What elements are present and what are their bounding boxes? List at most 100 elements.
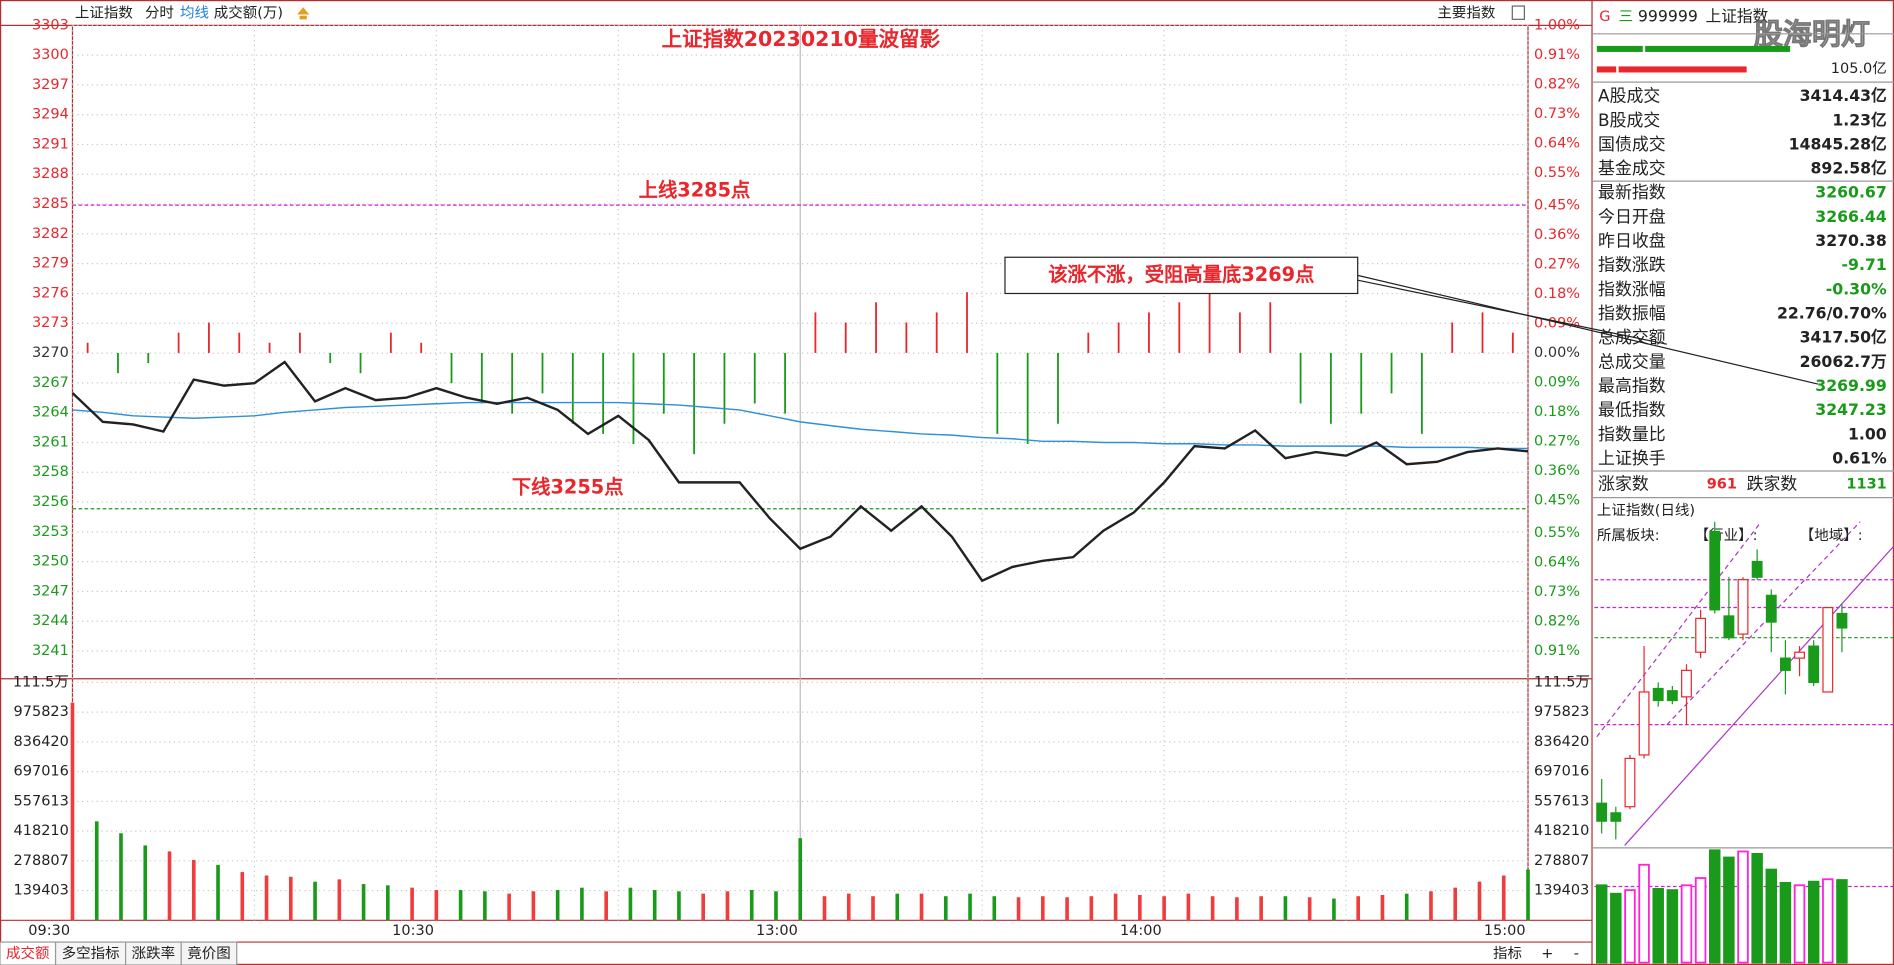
annotation: 下线3255点 <box>512 475 624 498</box>
volume-bar <box>483 891 487 921</box>
volume-bar <box>361 884 366 921</box>
volume-bar <box>1186 893 1191 921</box>
panel-value: 1.00 <box>1848 424 1887 443</box>
toolbar-button[interactable] <box>1511 5 1525 20</box>
y2-tick-label: 0.45% <box>1534 492 1580 508</box>
panel-flag: G <box>1599 9 1610 25</box>
strength-bar <box>1645 45 1791 52</box>
volume-bar <box>1113 893 1118 921</box>
candle-body <box>1794 651 1805 659</box>
panel-label: 指数涨幅 <box>1598 279 1666 299</box>
candle-body <box>1681 669 1692 698</box>
panel-value: 26062.7万 <box>1800 352 1887 371</box>
panel-value: 3247.23 <box>1815 400 1886 419</box>
toolbar-item[interactable]: 上证指数 <box>75 4 133 21</box>
mini-volume-bar <box>1610 892 1622 964</box>
panel-label: 基金成交 <box>1598 158 1666 178</box>
y2-tick-label: 0.64% <box>1534 555 1580 571</box>
tab-label[interactable]: 成交额 <box>6 944 50 962</box>
volume-bar <box>70 702 75 921</box>
volume-bar <box>531 891 536 921</box>
panel-value: 1131 <box>1846 476 1886 492</box>
tab-label[interactable]: 指标 <box>1493 945 1522 962</box>
y-tick-label: 418210 <box>1534 823 1589 839</box>
volume-bar <box>386 885 390 921</box>
y-tick-label: 139403 <box>1534 883 1589 899</box>
callout-line <box>1357 274 1819 385</box>
candle-body <box>1836 612 1848 629</box>
volume-bar <box>288 876 293 921</box>
trend-line <box>1624 545 1894 846</box>
callout-line <box>1357 279 1668 345</box>
y2-tick-label: 0.73% <box>1534 106 1580 122</box>
tab-label[interactable]: 多空指标 <box>62 945 120 962</box>
y-tick-label: 557613 <box>14 793 69 809</box>
volume-bar <box>1259 896 1263 921</box>
volume-bar <box>749 890 754 921</box>
volume-bar <box>1210 896 1215 921</box>
panel-value: 0.61% <box>1832 448 1887 467</box>
panel-label: 上证换手 <box>1598 448 1666 468</box>
strength-bar <box>1618 66 1747 73</box>
y-tick-label: 3244 <box>32 613 69 629</box>
y2-tick-label: 0.45% <box>1534 198 1580 214</box>
panel-label: 总成交额 <box>1598 327 1666 347</box>
mini-volume-bar <box>1652 888 1664 964</box>
y2-tick-label: 0.91% <box>1534 643 1580 659</box>
tab-label[interactable]: + <box>1541 946 1553 962</box>
y-tick-label: 418210 <box>14 823 69 839</box>
volume-bar <box>822 896 827 921</box>
volume-bar <box>507 893 511 921</box>
y-tick-label: 3247 <box>32 583 69 599</box>
x-tick-label: 14:00 <box>1120 923 1162 939</box>
y-tick-label: 3258 <box>32 464 69 480</box>
y-tick-label: 3267 <box>32 375 69 391</box>
y-tick-label: 3276 <box>32 285 69 301</box>
volume-bar <box>1138 894 1142 921</box>
toolbar-item[interactable]: 成交额(万) <box>214 3 283 21</box>
callout-box <box>1004 256 1359 295</box>
tab-label[interactable]: 涨跌率 <box>132 945 175 962</box>
panel-label: 最低指数 <box>1598 400 1666 420</box>
y-tick-label: 975823 <box>1534 704 1589 720</box>
price-line <box>72 401 1529 450</box>
trend-line <box>1666 521 1861 726</box>
volume-bar <box>677 891 681 921</box>
y2-tick-label: 0.36% <box>1534 227 1580 243</box>
volume-bar <box>1332 898 1336 921</box>
toolbar-item[interactable]: 均线 <box>180 4 209 21</box>
candle-body <box>1737 579 1749 635</box>
bell-icon[interactable] <box>297 7 310 20</box>
panel-value: -9.71 <box>1842 255 1887 274</box>
price-line <box>71 360 1529 583</box>
panel-value: 14845.28亿 <box>1789 134 1887 153</box>
panel-value: 3266.44 <box>1815 207 1887 226</box>
panel-name: 上证指数 <box>1706 6 1769 25</box>
trend-line <box>1596 521 1762 738</box>
toolbar-item[interactable]: 分时 <box>145 4 174 21</box>
volume-bar <box>1453 887 1458 921</box>
panel-flag: 三 <box>1619 9 1634 25</box>
y-tick-label: 3288 <box>32 166 69 182</box>
x-tick-label: 10:30 <box>392 923 434 939</box>
y2-tick-label: 0.18% <box>1534 404 1580 420</box>
volume-bar <box>191 859 196 921</box>
toolbar-item[interactable]: 主要指数 <box>1437 4 1495 21</box>
y-tick-label: 697016 <box>14 764 69 780</box>
panel-label: A股成交 <box>1598 86 1660 106</box>
candle-body <box>1652 687 1664 702</box>
annotation: 该涨不涨，受阻高量底3269点 <box>1048 263 1314 286</box>
panel-value: 3260.67 <box>1815 183 1886 202</box>
mini-volume-bar <box>1793 884 1806 964</box>
candle-body <box>1695 617 1707 653</box>
volume-bar <box>1065 897 1069 921</box>
tab-label[interactable]: 竟价图 <box>187 945 230 962</box>
y-tick-label: 3294 <box>32 107 69 123</box>
candle-body <box>1666 690 1678 702</box>
mini-volume-bar <box>1595 884 1608 964</box>
panel-value: 892.58亿 <box>1811 159 1888 178</box>
tab-label[interactable]: - <box>1574 946 1579 962</box>
y-tick-label: 278807 <box>1534 853 1589 869</box>
